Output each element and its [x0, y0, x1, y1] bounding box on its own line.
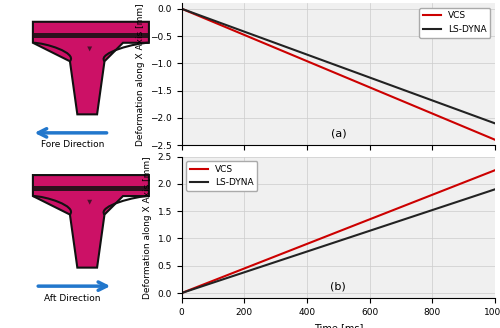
Legend: VCS, LS-DYNA: VCS, LS-DYNA — [420, 8, 490, 37]
PathPatch shape — [33, 175, 149, 268]
Polygon shape — [87, 200, 92, 205]
Text: (b): (b) — [330, 281, 346, 291]
Text: Aft Direction: Aft Direction — [44, 294, 100, 302]
Text: Fore Direction: Fore Direction — [40, 140, 104, 149]
Polygon shape — [87, 47, 92, 51]
Legend: VCS, LS-DYNA: VCS, LS-DYNA — [186, 161, 258, 191]
Y-axis label: Deformation along X Axis [mm]: Deformation along X Axis [mm] — [143, 156, 152, 299]
Text: (a): (a) — [330, 128, 346, 138]
X-axis label: Time [ms]: Time [ms] — [314, 323, 363, 328]
Polygon shape — [34, 186, 148, 191]
Y-axis label: Deformation along X Axis [mm]: Deformation along X Axis [mm] — [136, 3, 144, 146]
Polygon shape — [34, 33, 148, 38]
PathPatch shape — [33, 22, 149, 114]
